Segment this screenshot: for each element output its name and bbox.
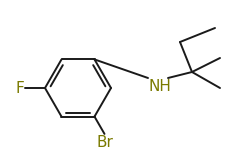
- Text: F: F: [15, 80, 24, 95]
- Text: NH: NH: [149, 79, 172, 94]
- Text: Br: Br: [96, 135, 113, 150]
